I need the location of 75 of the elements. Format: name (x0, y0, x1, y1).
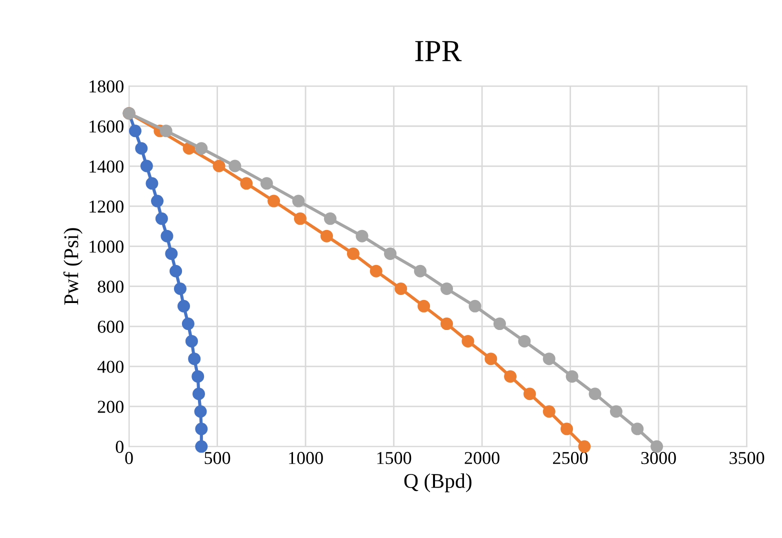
point (578, 440, 591, 453)
x-tick-label: 500 (204, 452, 230, 464)
point (195, 142, 208, 155)
point (146, 177, 158, 190)
point (560, 422, 574, 436)
point (504, 370, 517, 383)
point (212, 160, 226, 172)
point (484, 352, 498, 366)
point (370, 264, 382, 278)
x-tick-label: 1000 (289, 452, 323, 464)
y-tick-label: 800 (98, 280, 124, 293)
point (440, 318, 453, 330)
point (260, 177, 273, 190)
chart-title: IPR (415, 41, 462, 62)
point (182, 318, 194, 330)
point (174, 282, 186, 295)
point (394, 282, 408, 295)
y-tick-label: 1800 (90, 80, 124, 93)
x-tick-label: 1500 (377, 452, 412, 464)
point (523, 388, 536, 400)
point (195, 440, 208, 453)
y-tick-label: 1600 (90, 120, 124, 133)
point (155, 212, 168, 225)
point (240, 177, 253, 190)
point (292, 194, 305, 208)
point (228, 160, 242, 172)
y-tick-label: 0 (116, 440, 124, 453)
y-tick-label: 400 (97, 360, 124, 373)
point (356, 230, 368, 242)
point (324, 212, 336, 225)
point (542, 405, 556, 418)
point (518, 334, 531, 348)
point (631, 422, 644, 436)
x-tick-label: 2500 (553, 452, 588, 464)
point (170, 264, 182, 278)
point (414, 264, 427, 278)
point (462, 334, 474, 348)
x-tick-label: 0 (125, 452, 133, 464)
point (588, 388, 602, 400)
point (440, 282, 453, 295)
point (192, 388, 205, 400)
point (128, 124, 142, 138)
y-tick-label: 200 (98, 400, 124, 413)
y-tick-label: 600 (98, 320, 124, 333)
point (151, 194, 164, 208)
point (346, 247, 360, 260)
point (165, 247, 178, 260)
point (160, 230, 174, 242)
x-tick-label: 3500 (730, 452, 764, 464)
point (188, 352, 201, 366)
point (468, 300, 482, 312)
point (160, 124, 172, 138)
point (384, 247, 397, 260)
point (542, 352, 556, 366)
y-tick-label: 1200 (90, 200, 124, 213)
point (185, 334, 198, 348)
point (135, 142, 148, 155)
point (493, 318, 506, 330)
point (610, 405, 622, 418)
point (194, 405, 207, 418)
point (268, 194, 280, 208)
point (418, 300, 430, 312)
point (320, 230, 333, 242)
x-axis-title: Q (Bpd) (404, 473, 472, 492)
y-tick-label: 1000 (90, 240, 124, 253)
point (192, 370, 204, 383)
point (195, 422, 208, 436)
x-tick-label: 2000 (464, 452, 500, 464)
x-tick-label: 3000 (641, 452, 676, 464)
y-axis-title: Pwf (Psi) (63, 228, 82, 305)
point (566, 370, 578, 383)
point (140, 160, 153, 172)
point (177, 300, 190, 312)
point (294, 212, 306, 225)
y-tick-label: 1400 (90, 160, 124, 173)
